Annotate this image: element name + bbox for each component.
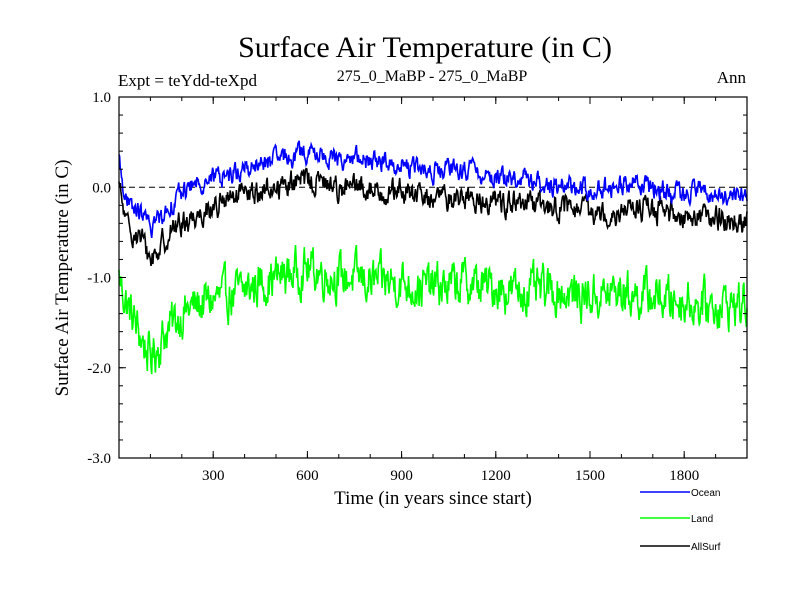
y-tick-label: 1.0 [92,90,111,106]
chart-title: Surface Air Temperature (in C) [238,31,612,64]
y-axis-ticks: -3.0 -2.0 -1.0 0.0 1.0 [87,90,747,467]
chart-subtitle-left: Expt = teYdd-teXpd [118,71,257,90]
y-tick-label: 0.0 [92,180,111,196]
series-line-ocean [118,140,748,239]
legend-label-allsurf: AllSurf [691,542,721,553]
plot-area [118,140,748,375]
x-tick-label: 1800 [669,468,699,484]
x-tick-label: 300 [202,468,225,484]
x-tick-label: 1500 [575,468,605,484]
legend: Ocean Land AllSurf [640,488,721,553]
chart-subtitle-right: Ann [717,68,747,87]
y-axis-label: Surface Air Temperature (in C) [52,160,73,397]
legend-label-land: Land [691,514,713,525]
x-tick-label: 900 [390,468,413,484]
x-axis-ticks: 300 600 900 1200 1500 1800 [118,97,748,484]
y-tick-label: -2.0 [87,361,111,377]
x-tick-label: 600 [296,468,319,484]
y-tick-label: -1.0 [87,271,111,287]
series-line-land [118,244,748,375]
series-line-allsurf [118,167,748,267]
y-tick-label: -3.0 [87,451,111,467]
x-axis-label: Time (in years since start) [334,488,532,509]
chart-subtitle-center: 275_0_MaBP - 275_0_MaBP [337,68,528,85]
x-tick-label: 1200 [481,468,511,484]
legend-label-ocean: Ocean [691,488,720,499]
